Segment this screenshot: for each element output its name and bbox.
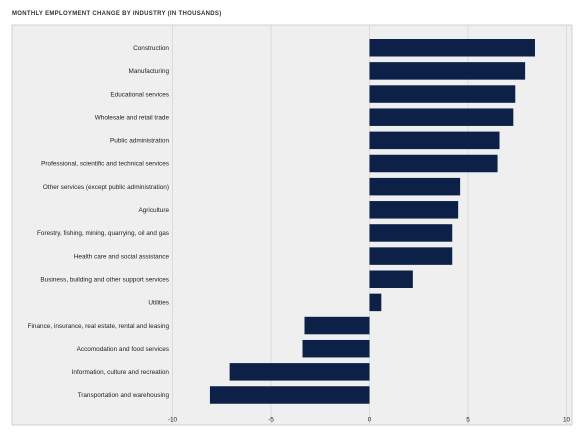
bar	[302, 339, 370, 358]
x-axis-ticks: -10 -5 0 5 10	[168, 417, 571, 424]
category-label: Wholesale and retail trade	[95, 114, 170, 121]
x-tick-label: 10	[563, 417, 571, 424]
x-tick-label: -10	[168, 417, 178, 424]
x-tick-label: 5	[466, 417, 470, 424]
category-label: Finance, insurance, real estate, rental …	[28, 323, 170, 330]
category-label: Public administration	[110, 138, 169, 145]
bars	[209, 39, 535, 404]
category-label: Information, culture and recreation	[72, 369, 170, 376]
category-label: Health care and social assistance	[74, 253, 170, 260]
bar	[369, 224, 453, 242]
category-label: Agriculture	[138, 207, 169, 214]
category-label: Business, building and other support ser…	[40, 276, 169, 283]
category-label: Professional, scientific and technical s…	[41, 161, 169, 168]
category-label: Transportation and warehousing	[78, 392, 170, 399]
bar	[369, 270, 413, 288]
category-label: Forestry, fishing, mining, quarrying, oi…	[37, 230, 169, 237]
bar	[369, 177, 461, 196]
category-label: Accomodation and food services	[77, 346, 169, 353]
x-tick-label: 0	[368, 417, 372, 424]
bar	[369, 39, 535, 57]
chart-title: MONTHLY EMPLOYMENT CHANGE BY INDUSTRY (I…	[12, 11, 222, 17]
category-label: Construction	[133, 45, 169, 52]
bar	[369, 108, 514, 126]
bar	[369, 293, 382, 312]
bar	[369, 131, 500, 150]
bar	[369, 247, 453, 265]
category-label: Other services (except public administra…	[43, 184, 169, 191]
category-label: Utilities	[148, 300, 169, 307]
bar	[304, 316, 370, 335]
category-label: Educational services	[110, 91, 169, 98]
bar	[209, 386, 370, 404]
x-tick-label: -5	[268, 417, 274, 424]
bar	[229, 363, 370, 381]
bar	[369, 62, 526, 80]
bar	[369, 201, 459, 219]
bar	[369, 85, 516, 103]
category-label: Manufacturing	[129, 68, 170, 75]
category-labels: Construction Manufacturing Educational ser…	[28, 45, 170, 399]
bar	[369, 154, 498, 173]
